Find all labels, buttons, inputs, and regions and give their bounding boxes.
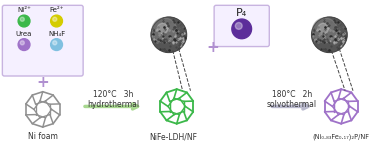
Text: Urea: Urea [16, 31, 32, 37]
FancyBboxPatch shape [2, 5, 83, 76]
Text: +: + [207, 40, 220, 55]
Circle shape [18, 39, 30, 50]
Text: Ni²⁺: Ni²⁺ [17, 7, 31, 13]
FancyArrowPatch shape [85, 104, 138, 109]
Circle shape [232, 19, 251, 39]
Circle shape [20, 17, 24, 21]
Text: 120°C   3h: 120°C 3h [93, 90, 133, 99]
Circle shape [151, 17, 187, 52]
Text: (Ni₀.₈₃Fe₀.₁₇)₂P/NF: (Ni₀.₈₃Fe₀.₁₇)₂P/NF [313, 134, 370, 140]
Text: solvothermal: solvothermal [267, 100, 317, 109]
Circle shape [311, 17, 347, 52]
Circle shape [318, 23, 328, 34]
Circle shape [51, 39, 62, 50]
Text: NH₄F: NH₄F [48, 31, 65, 37]
Text: hydrothermal: hydrothermal [87, 100, 139, 109]
FancyArrowPatch shape [272, 104, 308, 109]
Text: NiFe-LDH/NF: NiFe-LDH/NF [150, 132, 198, 141]
Circle shape [152, 18, 177, 43]
Circle shape [51, 15, 62, 27]
Circle shape [53, 17, 57, 21]
Circle shape [313, 18, 337, 43]
Circle shape [18, 15, 30, 27]
Circle shape [53, 41, 57, 45]
FancyBboxPatch shape [214, 5, 269, 47]
Text: Ni foam: Ni foam [28, 132, 58, 141]
Circle shape [235, 22, 242, 29]
Text: P₄: P₄ [236, 8, 247, 18]
Text: 180°C   2h: 180°C 2h [272, 90, 312, 99]
Text: Fe²⁺: Fe²⁺ [49, 7, 64, 13]
Circle shape [157, 23, 168, 34]
Circle shape [20, 41, 24, 45]
Text: +: + [36, 75, 49, 90]
